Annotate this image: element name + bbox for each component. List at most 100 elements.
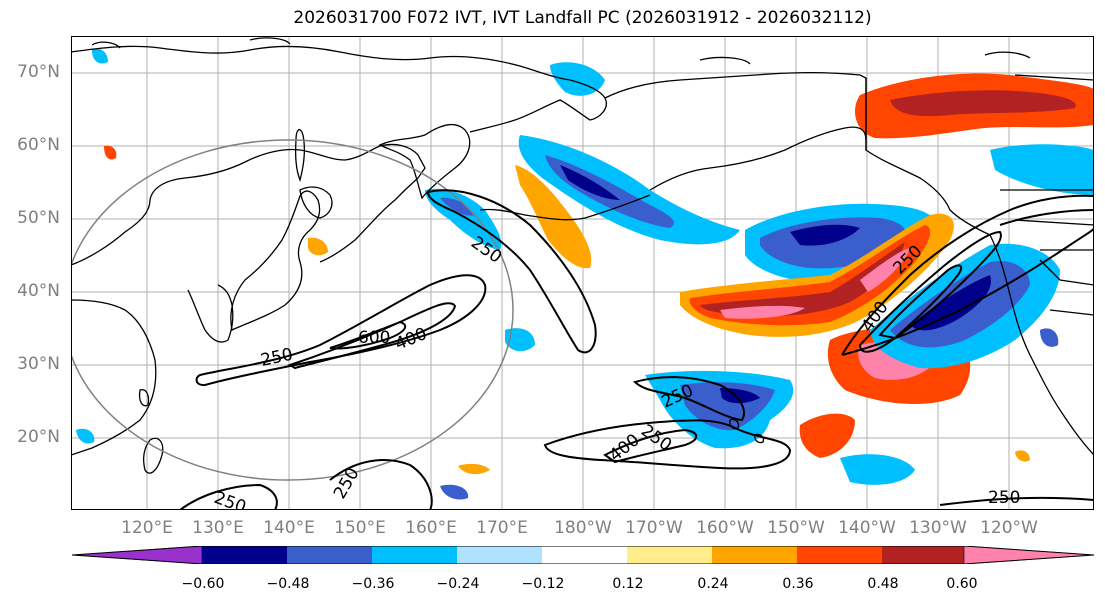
lon-label: 170°E	[476, 518, 528, 538]
lon-label: 150°E	[334, 518, 386, 538]
lon-label: 120°E	[121, 518, 173, 538]
contour-label: 600	[358, 328, 390, 348]
lon-label: 170°W	[625, 518, 683, 538]
neg-patch-midlat	[505, 328, 535, 352]
coast-asia	[71, 143, 426, 266]
pos-patch-kamchatka	[104, 145, 117, 160]
pos-anomaly-ar-core1	[720, 305, 805, 319]
colorbar-swatch	[963, 546, 1094, 564]
coast-kamchatka	[378, 123, 471, 200]
colorbar-tick: −0.24	[436, 576, 480, 592]
colorbar-tick: 0.12	[612, 576, 644, 592]
lat-label-30: 30°N	[17, 354, 60, 374]
lat-label-50: 50°N	[17, 208, 60, 228]
pos-anomaly-ar-inner	[700, 242, 905, 317]
coast-na-inland	[865, 74, 1094, 316]
neg-anomaly-bc	[990, 144, 1094, 195]
contour-kurils-250	[426, 189, 597, 354]
pos-patch-japan	[308, 237, 328, 256]
neg-patch-south	[840, 454, 915, 485]
coast-na-west	[989, 234, 1094, 456]
neg-anomaly-coast-core	[910, 275, 991, 331]
lat-label-20: 20°N	[17, 427, 60, 447]
colorbar-tick: −0.12	[521, 576, 565, 592]
map-canvas: 250 250 600 400 250 250 400 400 250 250 …	[71, 36, 1094, 510]
lon-label: 130°E	[192, 518, 244, 538]
pos-patch-ne-coast	[1015, 450, 1030, 462]
neg-patch-west-1	[76, 428, 95, 444]
map-frame	[71, 36, 1094, 510]
colorbar-swatch	[542, 546, 627, 564]
neg-anomaly-goa-core	[790, 224, 860, 246]
colorbar-tick: 0.36	[782, 576, 814, 592]
colorbar-tick: 0.48	[867, 576, 899, 592]
contour-se-250	[939, 496, 1094, 506]
lon-label: 160°E	[405, 518, 457, 538]
colorbar-tick: −0.60	[181, 576, 225, 592]
coast-china	[71, 299, 157, 456]
coast-north-islands	[91, 37, 1031, 65]
pos-patch-hawaii-east	[799, 413, 855, 458]
contour-south-250	[179, 459, 433, 510]
colorbar-swatch	[882, 546, 964, 564]
colorbar-tick: 0.60	[946, 576, 978, 592]
ivt-contours	[179, 189, 1094, 510]
colorbar-swatch	[72, 546, 203, 564]
lat-label-40: 40°N	[17, 281, 60, 301]
contour-ar-400	[858, 230, 1002, 353]
coast-sakhalin	[294, 128, 306, 183]
pos-patch-sw	[458, 463, 490, 475]
pos-anomaly-aleutian	[515, 165, 592, 269]
contour-hawaii-250	[543, 419, 792, 470]
neg-anomaly-bering	[518, 135, 740, 245]
neg-patch-se	[1040, 328, 1059, 347]
colorbar-swatch	[372, 546, 457, 564]
coast-siberia-north	[71, 45, 607, 133]
coast-korea	[187, 284, 234, 343]
lon-label: 180°W	[554, 518, 612, 538]
neg-patch-arctic-1	[92, 48, 108, 64]
coast-alaska-south	[649, 126, 867, 191]
coast-hawaii	[729, 418, 765, 444]
contour-west-400	[287, 302, 457, 370]
lon-label: 140°E	[263, 518, 315, 538]
lat-label-60: 60°N	[17, 135, 60, 155]
coast-japan	[230, 190, 321, 331]
contour-west-250	[195, 274, 487, 387]
lon-label: 130°W	[909, 518, 967, 538]
colorbar-swatch	[202, 546, 287, 564]
colorbar-swatch	[797, 546, 882, 564]
lon-label: 160°W	[696, 518, 754, 538]
contour-ar-outer	[999, 209, 1094, 226]
colorbar-tick: 0.24	[697, 576, 729, 592]
map-panel: 250 250 600 400 250 250 400 400 250 250 …	[71, 36, 1094, 510]
colorbar-swatch	[457, 546, 542, 564]
lat-label-70: 70°N	[17, 62, 60, 82]
colorbar-tick: −0.36	[351, 576, 395, 592]
coastlines	[71, 37, 1094, 474]
coast-alaska	[604, 71, 991, 236]
range-circle	[71, 139, 514, 481]
lon-label: 120°W	[980, 518, 1038, 538]
map-title: 2026031700 F072 IVT, IVT Landfall PC (20…	[293, 8, 872, 28]
contour-hawaii-250b	[633, 376, 745, 422]
coast-philippines	[143, 437, 164, 474]
pos-anomaly-ar-core2	[860, 248, 910, 292]
lon-label: 140°W	[838, 518, 896, 538]
colorbar-swatch	[627, 546, 712, 564]
neg-anomaly-bering-inner	[560, 165, 620, 200]
coast-aleutians	[479, 194, 651, 221]
contour-label: 250	[988, 488, 1020, 508]
neg-patch-sw	[440, 484, 469, 500]
contour-hawaii-400	[603, 428, 698, 464]
contour-west-600	[329, 320, 407, 350]
colorbar	[72, 546, 1094, 564]
neg-patch-kuril	[425, 188, 502, 250]
lon-label: 150°W	[767, 518, 825, 538]
coast-taiwan	[138, 389, 150, 407]
colorbar-swatch	[287, 546, 372, 564]
pos-anomaly-yukon-core	[890, 90, 1076, 117]
coast-hokkaido	[299, 186, 333, 219]
contour-ar-400b	[878, 264, 963, 340]
colorbar-tick: −0.48	[266, 576, 310, 592]
